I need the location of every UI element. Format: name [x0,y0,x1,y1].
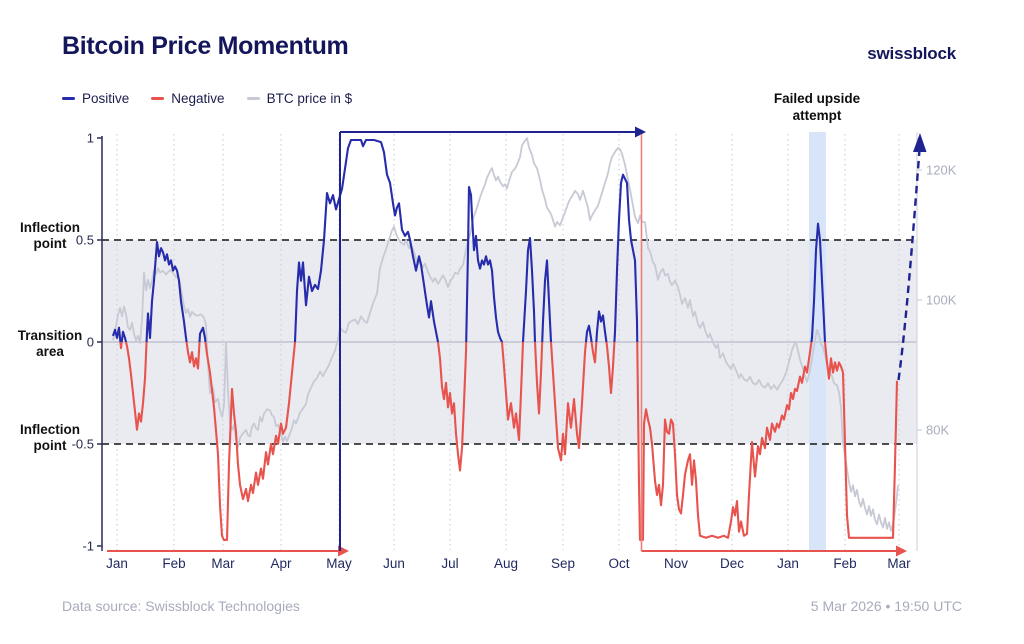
x-tick-label-feb: Feb [162,556,185,571]
left-axis-label--0.5: -0.5 [72,437,94,452]
timestamp-text: 5 Mar 2026 • 19:50 UTC [810,598,962,614]
inflection-point-upper-label: Inflection point [20,220,80,251]
legend-label-btc-price: BTC price in $ [266,91,353,106]
btc-price-line [112,137,899,532]
projection-dashed-arrow [897,149,921,381]
positive-line-swatch-icon [62,97,75,100]
swissblock-logo: swissblock [867,44,956,63]
legend-item-btc-price: BTC price in $ [246,91,353,106]
x-tick-label-may: May [326,556,352,571]
left-axis-label--1: -1 [82,539,94,554]
legend-item-positive: Positive [62,91,129,106]
data-source-text: Data source: Swissblock Technologies [62,598,300,614]
right-axis-label-80K: 80K [926,423,949,438]
legend-label-positive: Positive [82,91,130,106]
x-tick-label-mar: Mar [887,556,911,571]
x-tick-label-apr: Apr [270,556,292,571]
left-axis-label-0: 0 [87,335,94,350]
left-axis-label-0.5: 0.5 [76,233,94,248]
x-tick-label-feb: Feb [833,556,856,571]
bull-phase-arrowhead-icon [635,126,646,138]
x-tick-label-jan: Jan [106,556,128,571]
right-axis-label-120K: 120K [926,163,957,178]
page-title: Bitcoin Price Momentum [62,32,349,60]
btc-price-line-swatch-icon [246,97,260,100]
right-axis-label-100K: 100K [926,293,957,308]
x-tick-label-mar: Mar [211,556,235,571]
x-tick-label-nov: Nov [664,556,688,571]
x-tick-label-dec: Dec [720,556,744,571]
momentum-line-negative [119,342,899,541]
inflection-point-lower-label: Inflection point [20,422,80,453]
x-tick-label-sep: Sep [551,556,575,571]
x-tick-label-jun: Jun [383,556,405,571]
failed-upside-attempt-label: Failed upside attempt [773,91,861,123]
transition-area-label: Transition area [17,328,83,359]
legend-item-negative: Negative [151,91,225,106]
x-tick-label-oct: Oct [608,556,629,571]
x-tick-label-jul: Jul [441,556,458,571]
left-axis-label-1: 1 [87,131,94,146]
projection-arrowhead-icon [913,133,927,152]
legend: Positive Negative BTC price in $ [62,91,352,106]
x-tick-label-aug: Aug [494,556,518,571]
negative-line-swatch-icon [151,97,165,100]
x-tick-label-jan: Jan [777,556,799,571]
bear-phase-2-arrowhead-icon [896,545,907,557]
legend-label-negative: Negative [171,91,225,106]
